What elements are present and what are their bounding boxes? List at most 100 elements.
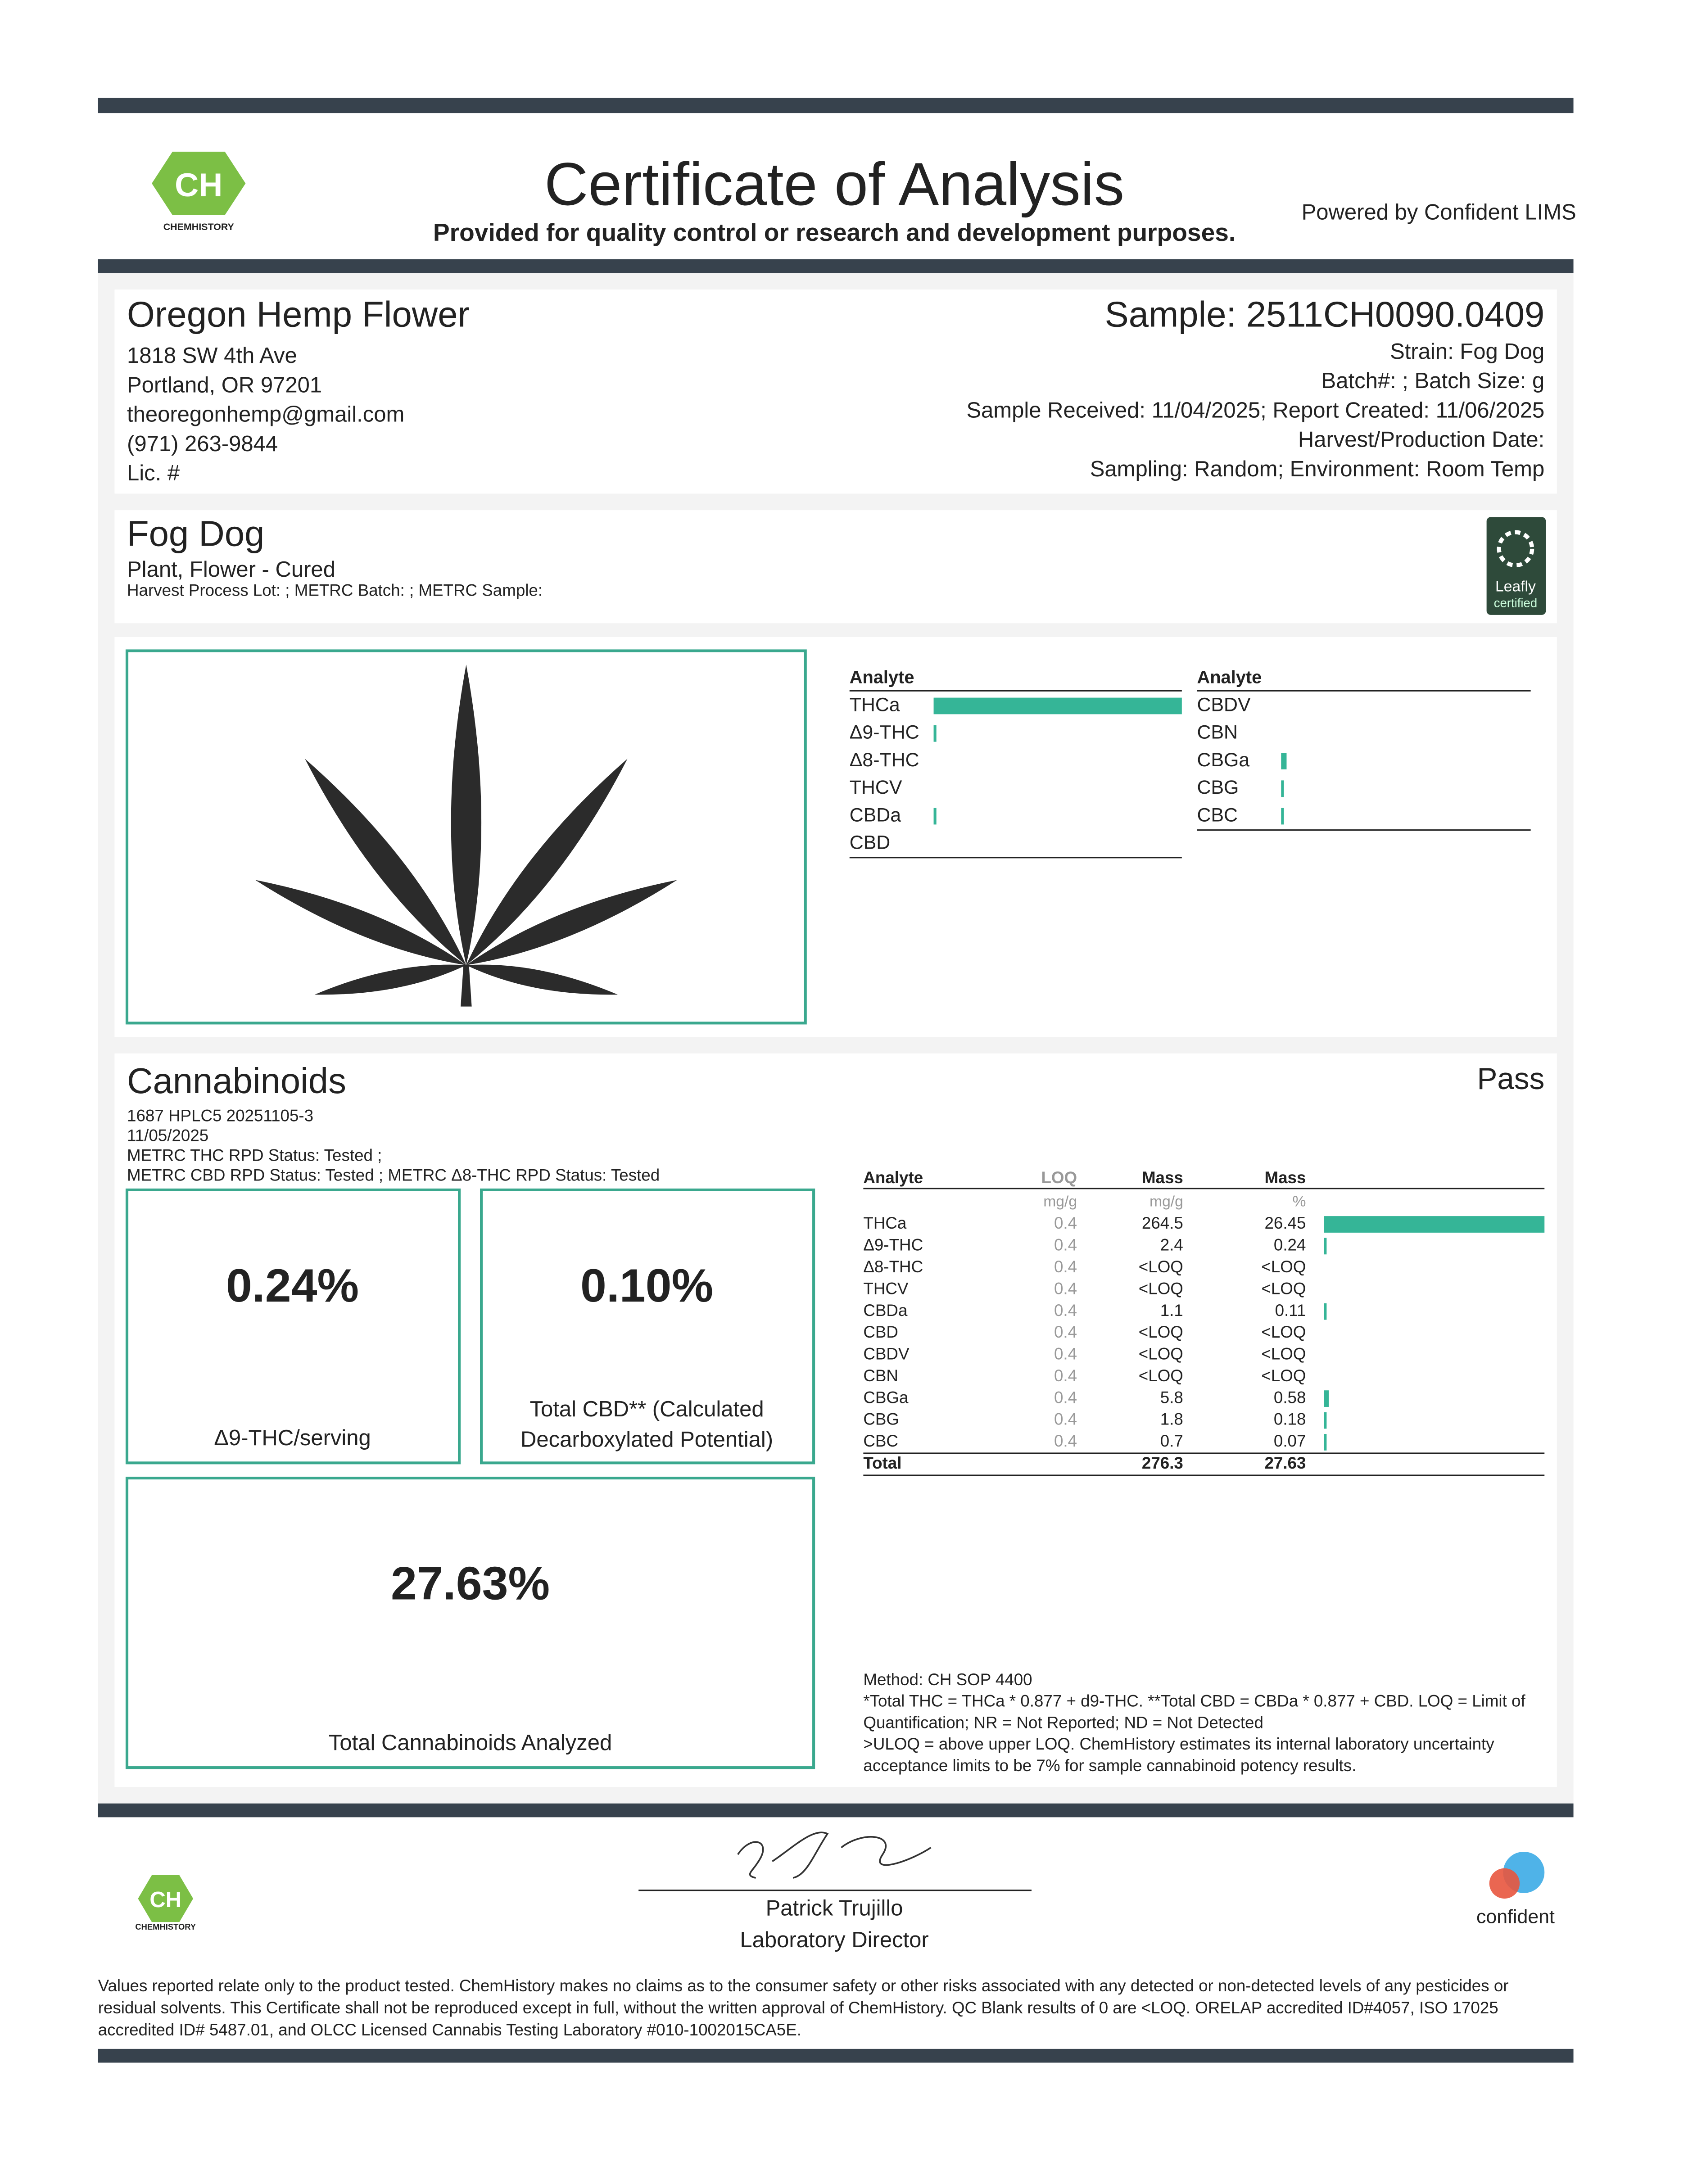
- table-cell: 0.58: [1274, 1388, 1306, 1406]
- title: Certificate of Analysis: [544, 150, 1124, 218]
- table-unit: %: [1292, 1193, 1306, 1210]
- note-line: >ULOQ = above upper LOQ. ChemHistory est…: [863, 1735, 1494, 1753]
- card: [114, 510, 1557, 624]
- leaflet: [314, 964, 466, 995]
- client-line: theoregonhemp@gmail.com: [127, 402, 404, 427]
- mini-bar: [1281, 780, 1284, 797]
- summary-label: Decarboxylated Potential): [520, 1427, 773, 1451]
- list-analyte: CBGa: [1197, 749, 1250, 771]
- leaflet: [255, 880, 466, 965]
- sample-line: Harvest/Production Date:: [1298, 428, 1544, 452]
- badge-text: certified: [1494, 596, 1537, 610]
- card: [114, 1053, 1557, 1787]
- table-bar: [1324, 1390, 1329, 1407]
- list-header: Analyte: [1197, 667, 1262, 687]
- note-line: Quantification; NR = Not Reported; ND = …: [863, 1713, 1263, 1732]
- list-analyte: CBDa: [850, 804, 901, 826]
- summary-value: 27.63%: [391, 1557, 550, 1610]
- confident-logo: confident: [1476, 1851, 1555, 1927]
- product-name: Fog Dog: [127, 513, 264, 553]
- mini-bar: [1281, 808, 1284, 825]
- total-cell: 27.63: [1264, 1454, 1306, 1472]
- product-lot: Harvest Process Lot: ; METRC Batch: ; ME…: [127, 581, 543, 600]
- meta-line: 1687 HPLC5 20251105-3: [127, 1106, 313, 1125]
- leafly-badge: Leafly certified: [1486, 517, 1546, 615]
- table-cell: <LOQ: [1261, 1257, 1306, 1276]
- note-line: Method: CH SOP 4400: [863, 1670, 1032, 1689]
- table-header: Mass: [1265, 1168, 1306, 1187]
- meta-line: METRC THC RPD Status: Tested ;: [127, 1146, 382, 1165]
- section-title: Cannabinoids: [127, 1061, 346, 1101]
- table-cell: CBD: [863, 1323, 898, 1341]
- total-cell: 276.3: [1142, 1454, 1183, 1472]
- table-bar: [1324, 1434, 1327, 1451]
- table-cell: Δ9-THC: [863, 1236, 923, 1254]
- list-header: Analyte: [850, 667, 914, 687]
- sample-line: Batch#: ; Batch Size: g: [1321, 369, 1545, 393]
- leaflet: [451, 665, 482, 965]
- table-cell: CBC: [863, 1432, 898, 1450]
- powered-by: Powered by Confident LIMS: [1302, 200, 1576, 225]
- cannabis-leaf: [255, 665, 677, 1007]
- table-cell: 0.4: [1054, 1432, 1077, 1450]
- sample-line: Sampling: Random; Environment: Room Temp: [1090, 457, 1545, 481]
- client-name: Oregon Hemp Flower: [127, 294, 470, 334]
- table-cell: <LOQ: [1139, 1366, 1183, 1385]
- summary-label: Total Cannabinoids Analyzed: [329, 1731, 612, 1755]
- subtitle: Provided for quality control or research…: [433, 218, 1235, 246]
- summary-frames: [125, 1188, 815, 1769]
- table-cell: 0.4: [1054, 1388, 1077, 1406]
- summary-value: 0.10%: [580, 1260, 713, 1312]
- table-cell: 0.18: [1274, 1410, 1306, 1429]
- table-cell: 0.4: [1054, 1323, 1077, 1341]
- table-bar: [1324, 1303, 1327, 1320]
- table-cell: <LOQ: [1139, 1323, 1183, 1341]
- table-cell: CBG: [863, 1410, 899, 1429]
- client-line: Lic. #: [127, 461, 180, 485]
- mini-bar: [933, 725, 937, 742]
- signer-title: Laboratory Director: [740, 1928, 928, 1952]
- list-analyte: THCV: [850, 777, 902, 798]
- footer-logo: CH CHEMHISTORY: [135, 1875, 196, 1931]
- list-analyte: CBD: [850, 832, 891, 854]
- top-bar: [98, 98, 1574, 113]
- meta-line: 11/05/2025: [127, 1126, 208, 1144]
- table-cell: 0.4: [1054, 1236, 1077, 1254]
- mini-bar: [1281, 753, 1287, 769]
- table-cell: <LOQ: [1261, 1345, 1306, 1363]
- product-type: Plant, Flower - Cured: [127, 557, 335, 582]
- logo-text: CH: [149, 1888, 181, 1912]
- signature: [737, 1831, 932, 1879]
- leaflet: [305, 759, 466, 965]
- partner-name: confident: [1476, 1906, 1555, 1927]
- disclaimer-line: accredited ID# 5487.01, and OLCC License…: [98, 2021, 801, 2039]
- status: Pass: [1477, 1062, 1545, 1096]
- bar: [98, 2048, 1574, 2063]
- card: [114, 289, 1557, 494]
- mini-bar: [933, 697, 1182, 714]
- table-unit: mg/g: [1043, 1193, 1077, 1210]
- table-cell: 0.07: [1274, 1432, 1306, 1450]
- list-analyte: CBN: [1197, 722, 1238, 743]
- client-line: (971) 263-9844: [127, 432, 278, 456]
- table-cell: 0.7: [1160, 1432, 1183, 1450]
- sample-line: Strain: Fog Dog: [1390, 339, 1544, 364]
- table-cell: 2.4: [1160, 1236, 1183, 1254]
- table-cell: CBDa: [863, 1301, 908, 1320]
- table-cell: <LOQ: [1261, 1323, 1306, 1341]
- disclaimer-line: residual solvents. This Certificate shal…: [98, 1999, 1498, 2017]
- table-cell: 1.8: [1160, 1410, 1183, 1429]
- table-unit: mg/g: [1149, 1193, 1183, 1210]
- table-cell: 1.1: [1160, 1301, 1183, 1320]
- table-header: Mass: [1142, 1168, 1183, 1187]
- table-cell: 0.4: [1054, 1214, 1077, 1232]
- list-analyte: Δ9-THC: [850, 722, 919, 743]
- list-analyte: Δ8-THC: [850, 749, 919, 771]
- summary-label: Δ9-THC/serving: [214, 1426, 371, 1450]
- table-cell: <LOQ: [1139, 1257, 1183, 1276]
- table-cell: <LOQ: [1139, 1279, 1183, 1298]
- table-cell: 0.4: [1054, 1345, 1077, 1363]
- mini-bar: [933, 808, 937, 825]
- note-line: *Total THC = THCa * 0.877 + d9-THC. **To…: [863, 1692, 1525, 1710]
